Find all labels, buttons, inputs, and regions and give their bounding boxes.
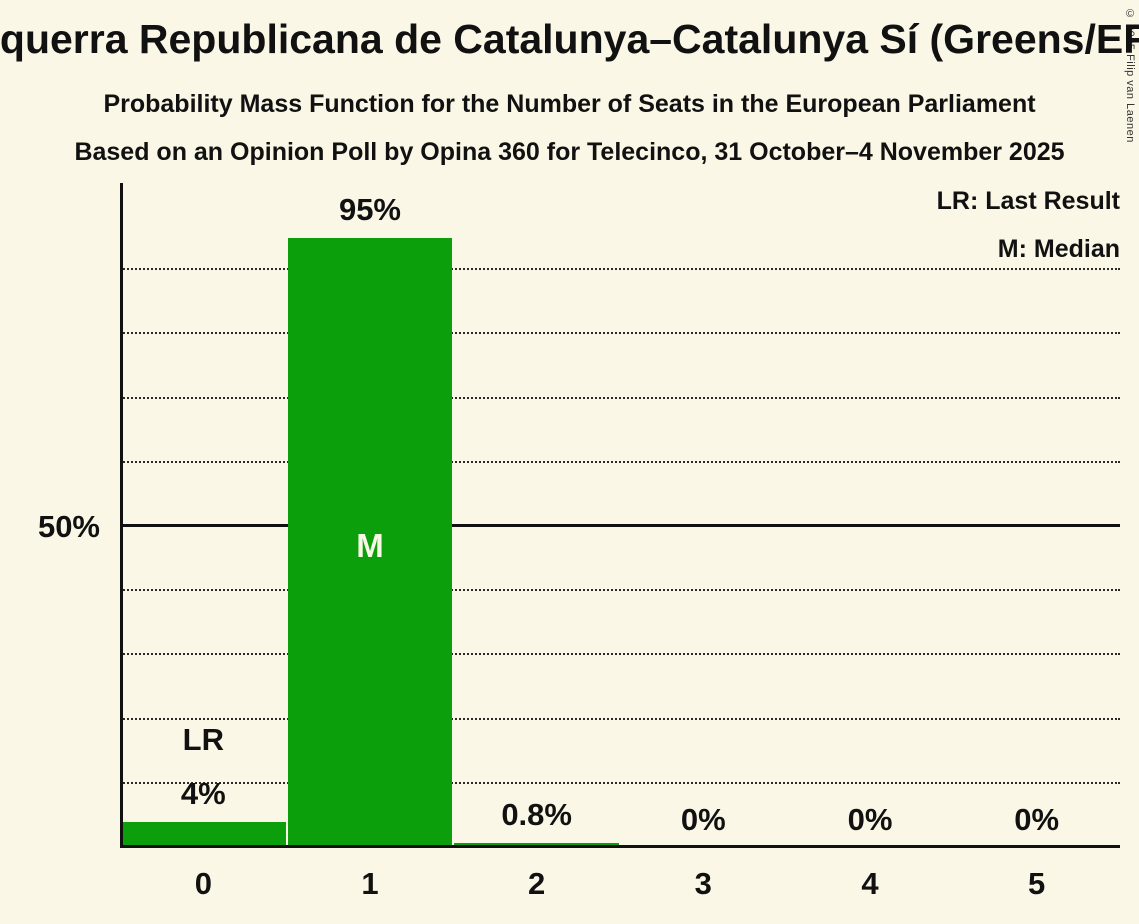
x-axis-line	[120, 845, 1120, 848]
bar-slot-0: 4% LR	[120, 183, 287, 848]
bar-slot-3: 0%	[620, 183, 787, 848]
bar-value-label-5: 0%	[1014, 802, 1060, 837]
bar-seats-1	[287, 238, 453, 848]
y-axis-line	[120, 183, 123, 848]
bar-value-label-3: 0%	[680, 802, 726, 837]
bar-value-label-0: 4%	[180, 776, 226, 812]
x-axis-label-2: 2	[528, 866, 546, 901]
gridline-dotted-90	[120, 268, 1120, 271]
bar-value-label-2: 0.8%	[501, 796, 572, 832]
bar-slot-4: 0%	[787, 183, 954, 848]
gridline-dotted-70	[120, 396, 1120, 399]
plot-area: 50% 4% LR 95% M 0.8% 0% 0% 0%	[38, 183, 1120, 848]
gridline-dotted-10	[120, 781, 1120, 784]
bar-seats-0	[121, 822, 286, 848]
x-axis-label-1: 1	[361, 866, 379, 901]
legend-last-result: LR: Last Result	[936, 187, 1120, 215]
bar-slot-1: 95% M	[287, 183, 454, 848]
gridline-dotted-80	[120, 332, 1120, 335]
x-axis-label-4: 4	[861, 866, 879, 901]
bar-annotation-lr-0: LR	[182, 722, 224, 758]
x-axis-label-0: 0	[194, 866, 212, 901]
chart-subtitle-line1: Probability Mass Function for the Number…	[103, 90, 1036, 118]
gridline-solid-50	[120, 524, 1120, 527]
gridline-dotted-20	[120, 717, 1120, 720]
chart-title: Esquerra Republicana de Catalunya–Catalu…	[0, 16, 1139, 62]
bar-annotation-m-1: M	[356, 527, 384, 564]
y-tick-label-50: 50%	[37, 509, 100, 544]
gridline-dotted-30	[120, 653, 1120, 656]
chart-subtitle-line2: Based on an Opinion Poll by Opina 360 fo…	[74, 138, 1065, 166]
bar-slot-2: 0.8%	[453, 183, 620, 848]
x-axis-label-3: 3	[694, 866, 712, 901]
bar-value-label-1: 95%	[338, 192, 401, 228]
gridline-dotted-60	[120, 460, 1120, 463]
gridline-dotted-40	[120, 589, 1120, 592]
bar-slot-5: 0%	[953, 183, 1120, 848]
title-row: Esquerra Republicana de Catalunya–Catalu…	[0, 16, 1139, 63]
bar-value-label-4: 0%	[847, 802, 893, 837]
x-axis-labels: 0 1 2 3 4 5	[120, 866, 1120, 902]
copyright-note: © 2025 Filip van Laenen	[1124, 8, 1136, 143]
legend-median: M: Median	[997, 235, 1120, 263]
x-axis-label-5: 5	[1027, 866, 1046, 901]
